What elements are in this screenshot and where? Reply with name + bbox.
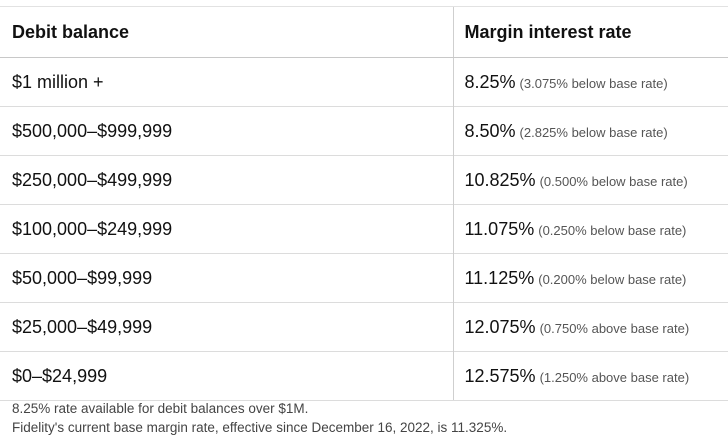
debit-balance-cell: $250,000–$499,999: [0, 155, 453, 205]
header-debit-balance: Debit balance: [0, 6, 453, 58]
rate-cell: 10.825% (0.500% below base rate): [452, 155, 728, 205]
rate-note: (0.250% below base rate): [538, 222, 687, 238]
footnote-top-rate: 8.25% rate available for debit balances …: [12, 401, 309, 416]
header-margin-interest-rate: Margin interest rate: [452, 6, 728, 58]
debit-balance-cell: $0–$24,999: [0, 351, 453, 401]
rate-value: 12.575%: [464, 365, 536, 386]
debit-balance-cell: $25,000–$49,999: [0, 302, 453, 352]
rate-value: 11.075%: [464, 218, 535, 239]
table-row: $1 million + 8.25% (3.075% below base rat…: [0, 57, 728, 107]
rate-value: 8.50%: [464, 120, 516, 141]
table-row: $500,000–$999,999 8.50% (2.825% below bas…: [0, 106, 728, 156]
rate-note: (0.750% above base rate): [539, 320, 690, 336]
debit-balance-cell: $100,000–$249,999: [0, 204, 453, 254]
table-row: $50,000–$99,999 11.125% (0.200% below bas…: [0, 253, 728, 303]
footnotes: 8.25% rate available for debit balances …: [12, 399, 507, 437]
rate-note: (3.075% below base rate): [519, 75, 668, 91]
rate-value: 8.25%: [464, 71, 516, 92]
footnote-base-rate: Fidelity's current base margin rate, eff…: [12, 420, 508, 435]
rate-cell: 11.075% (0.250% below base rate): [452, 204, 728, 254]
table-header-row: Debit balance Margin interest rate: [0, 6, 728, 58]
table-row: $250,000–$499,999 10.825% (0.500% below b…: [0, 155, 728, 205]
rate-note: (1.250% above base rate): [539, 369, 690, 385]
rate-cell: 12.075% (0.750% above base rate): [452, 302, 728, 352]
rate-cell: 12.575% (1.250% above base rate): [452, 351, 728, 401]
margin-rates-table: Debit balance Margin interest rate $1 mi…: [0, 6, 728, 401]
table-row: $25,000–$49,999 12.075% (0.750% above bas…: [0, 302, 728, 352]
rate-value: 10.825%: [464, 169, 536, 190]
rate-value: 11.125%: [464, 267, 535, 288]
debit-balance-cell: $500,000–$999,999: [0, 106, 453, 156]
rate-value: 12.075%: [464, 316, 536, 337]
debit-balance-cell: $50,000–$99,999: [0, 253, 453, 303]
rate-note: (0.500% below base rate): [539, 173, 688, 189]
rate-cell: 11.125% (0.200% below base rate): [452, 253, 728, 303]
rate-cell: 8.50% (2.825% below base rate): [452, 106, 728, 156]
rate-cell: 8.25% (3.075% below base rate): [452, 57, 728, 107]
table-row: $100,000–$249,999 11.075% (0.250% below b…: [0, 204, 728, 254]
rate-note: (2.825% below base rate): [519, 124, 668, 140]
table-row: $0–$24,999 12.575% (1.250% above base rat…: [0, 351, 728, 401]
rate-note: (0.200% below base rate): [538, 271, 687, 287]
debit-balance-cell: $1 million +: [0, 57, 453, 107]
